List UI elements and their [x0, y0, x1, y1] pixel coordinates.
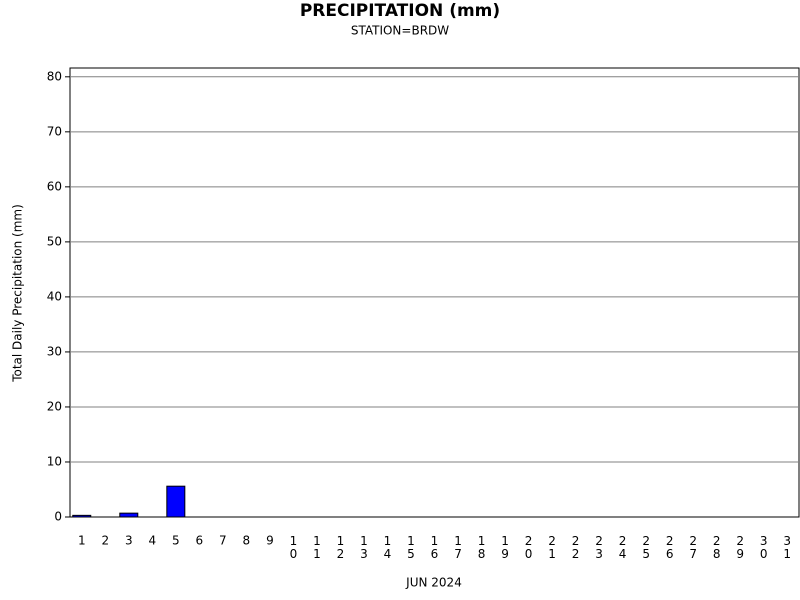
y-tick-label: 70: [47, 124, 62, 138]
y-axis-title: Total Daily Precipitation (mm): [11, 204, 25, 383]
x-tick-label: 1: [78, 534, 86, 548]
y-tick-label: 60: [47, 179, 62, 193]
x-tick-label: 4: [148, 534, 156, 548]
x-tick-label: 5: [172, 534, 180, 548]
bar: [166, 485, 186, 518]
x-tick-label: 3: [125, 534, 133, 548]
x-tick-label: 8: [243, 534, 251, 548]
y-tick-label: 50: [47, 234, 62, 248]
chart-title: PRECIPITATION (mm): [300, 1, 500, 21]
chart-subtitle: STATION=BRDW: [351, 24, 449, 38]
bar: [119, 512, 139, 518]
x-tick-label: 2: [101, 534, 109, 548]
y-tick-label: 10: [47, 454, 62, 468]
x-tick-label: 9: [266, 534, 274, 548]
y-tick-label: 80: [47, 69, 62, 83]
y-tick-label: 30: [47, 344, 62, 358]
y-tick-label: 40: [47, 289, 62, 303]
y-tick-label: 0: [54, 510, 62, 524]
x-tick-label: 7: [219, 534, 227, 548]
plot-frame: [69, 67, 800, 518]
y-tick-label: 20: [47, 399, 62, 413]
x-tick-label: 6: [196, 534, 204, 548]
x-axis-title: JUN 2024: [405, 576, 462, 590]
